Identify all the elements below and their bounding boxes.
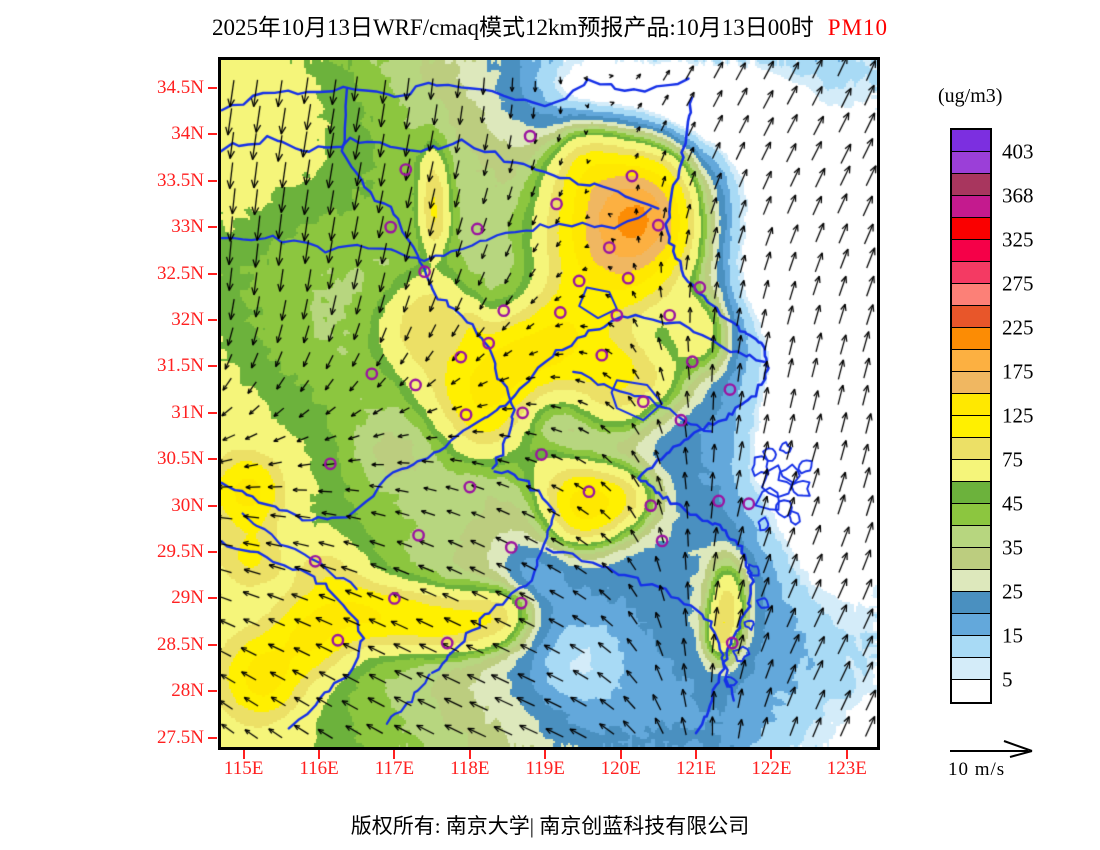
x-axis-tick-label: 115E [223, 758, 264, 779]
colorbar-band [952, 262, 990, 284]
colorbar-band [952, 592, 990, 614]
y-axis-tick-label: 28.5N [157, 633, 204, 655]
colorbar-band [952, 460, 990, 482]
copyright-footer: 版权所有: 南京大学| 南京创蓝科技有限公司 [350, 814, 750, 838]
colorbar-band [952, 416, 990, 438]
colorbar-band [952, 174, 990, 196]
y-axis-tick [208, 133, 217, 136]
chart-title: 2025年10月13日WRF/cmaq模式12km预报产品:10月13日00时 P… [0, 8, 1100, 42]
y-axis-tick-label: 28N [171, 680, 204, 702]
x-axis-tick-label: 116E [299, 758, 339, 779]
colorbar-band [952, 218, 990, 240]
x-axis-tick-label: 123E [826, 758, 867, 779]
colorbar-band [952, 284, 990, 306]
x-axis-tick-label: 117E [374, 758, 415, 779]
y-axis-tick [208, 226, 217, 229]
colorbar-tick-label: 45 [1002, 491, 1023, 516]
colorbar-tick-label: 275 [1002, 271, 1034, 296]
y-axis-tick [208, 179, 217, 182]
x-axis-tick-label: 118E [450, 758, 490, 779]
colorbar-band [952, 438, 990, 460]
colorbar-tick-label: 75 [1002, 447, 1023, 472]
y-axis-tick [208, 551, 217, 554]
y-axis-tick-label: 34N [171, 123, 204, 145]
y-axis-tick-label: 27.5N [157, 726, 204, 748]
y-axis-tick-label: 33N [171, 216, 204, 238]
colorbar-units-label: (ug/m3) [938, 85, 1003, 107]
y-axis-tick [208, 690, 217, 693]
title-text: 2025年10月13日WRF/cmaq模式12km预报产品:10月13日00时 [211, 15, 814, 40]
colorbar-tick-label: 25 [1002, 579, 1023, 604]
x-axis-tick-label: 120E [600, 758, 641, 779]
colorbar-band [952, 328, 990, 350]
colorbar-band [952, 196, 990, 218]
x-axis-tick [468, 750, 471, 759]
y-axis-tick-label: 29N [171, 587, 204, 609]
x-axis-tick [845, 750, 848, 759]
colorbar-band [952, 570, 990, 592]
colorbar-tick-label: 175 [1002, 359, 1034, 384]
colorbar-tick-label: 125 [1002, 403, 1034, 428]
pm10-contour-map [221, 60, 877, 747]
colorbar-band [952, 350, 990, 372]
map-plot-area[interactable] [218, 57, 880, 750]
colorbar-band [952, 152, 990, 174]
colorbar[interactable] [950, 128, 992, 704]
x-axis-tick-label: 119E [525, 758, 565, 779]
colorbar-band [952, 636, 990, 658]
x-axis-tick-label: 122E [751, 758, 792, 779]
y-axis-tick-label: 30.5N [157, 448, 204, 470]
y-axis-tick [208, 318, 217, 321]
colorbar-tick-label: 225 [1002, 315, 1034, 340]
y-axis-tick-label: 34.5N [157, 76, 204, 98]
y-axis-tick-label: 31N [171, 401, 204, 423]
y-axis-tick [208, 411, 217, 414]
x-axis-tick [770, 750, 773, 759]
colorbar-band [952, 130, 990, 152]
colorbar-band [952, 482, 990, 504]
wind-scale-key: 10 m/s [948, 740, 1078, 781]
x-axis-tick [318, 750, 321, 759]
colorbar-band [952, 658, 990, 680]
x-axis-tick-label: 121E [675, 758, 717, 779]
title-species-label: PM10 [827, 15, 889, 40]
colorbar-tick-label: 5 [1002, 667, 1013, 692]
colorbar-band [952, 394, 990, 416]
y-axis-tick-label: 32N [171, 308, 204, 330]
colorbar-band [952, 526, 990, 548]
x-axis-tick [242, 750, 245, 759]
colorbar-tick-label: 35 [1002, 535, 1023, 560]
colorbar-band [952, 372, 990, 394]
x-axis-tick [695, 750, 698, 759]
y-axis-tick-label: 29.5N [157, 541, 204, 563]
colorbar-tick-label: 325 [1002, 227, 1034, 252]
x-axis-tick [544, 750, 547, 759]
y-axis-tick [208, 458, 217, 461]
wind-scale-label: 10 m/s [948, 759, 1006, 780]
wind-vector-arrow-icon [950, 740, 1033, 758]
y-axis-tick-label: 31.5N [157, 355, 204, 377]
y-axis-tick [208, 365, 217, 368]
x-axis-tick [393, 750, 396, 759]
colorbar-band [952, 614, 990, 636]
colorbar-band [952, 680, 990, 702]
y-axis-tick [208, 643, 217, 646]
y-axis-tick [208, 86, 217, 89]
y-axis-tick-label: 30N [171, 494, 204, 516]
x-axis-tick [619, 750, 622, 759]
y-axis-tick [208, 272, 217, 275]
y-axis-tick-label: 32.5N [157, 262, 204, 284]
colorbar-tick-label: 15 [1002, 623, 1023, 648]
y-axis-tick [208, 504, 217, 507]
colorbar-band [952, 306, 990, 328]
colorbar-band [952, 548, 990, 570]
y-axis-tick [208, 736, 217, 739]
y-axis-tick-label: 33.5N [157, 169, 204, 191]
colorbar-tick-label: 368 [1002, 183, 1034, 208]
y-axis-tick [208, 597, 217, 600]
colorbar-band [952, 504, 990, 526]
colorbar-tick-label: 403 [1002, 139, 1034, 164]
colorbar-band [952, 240, 990, 262]
